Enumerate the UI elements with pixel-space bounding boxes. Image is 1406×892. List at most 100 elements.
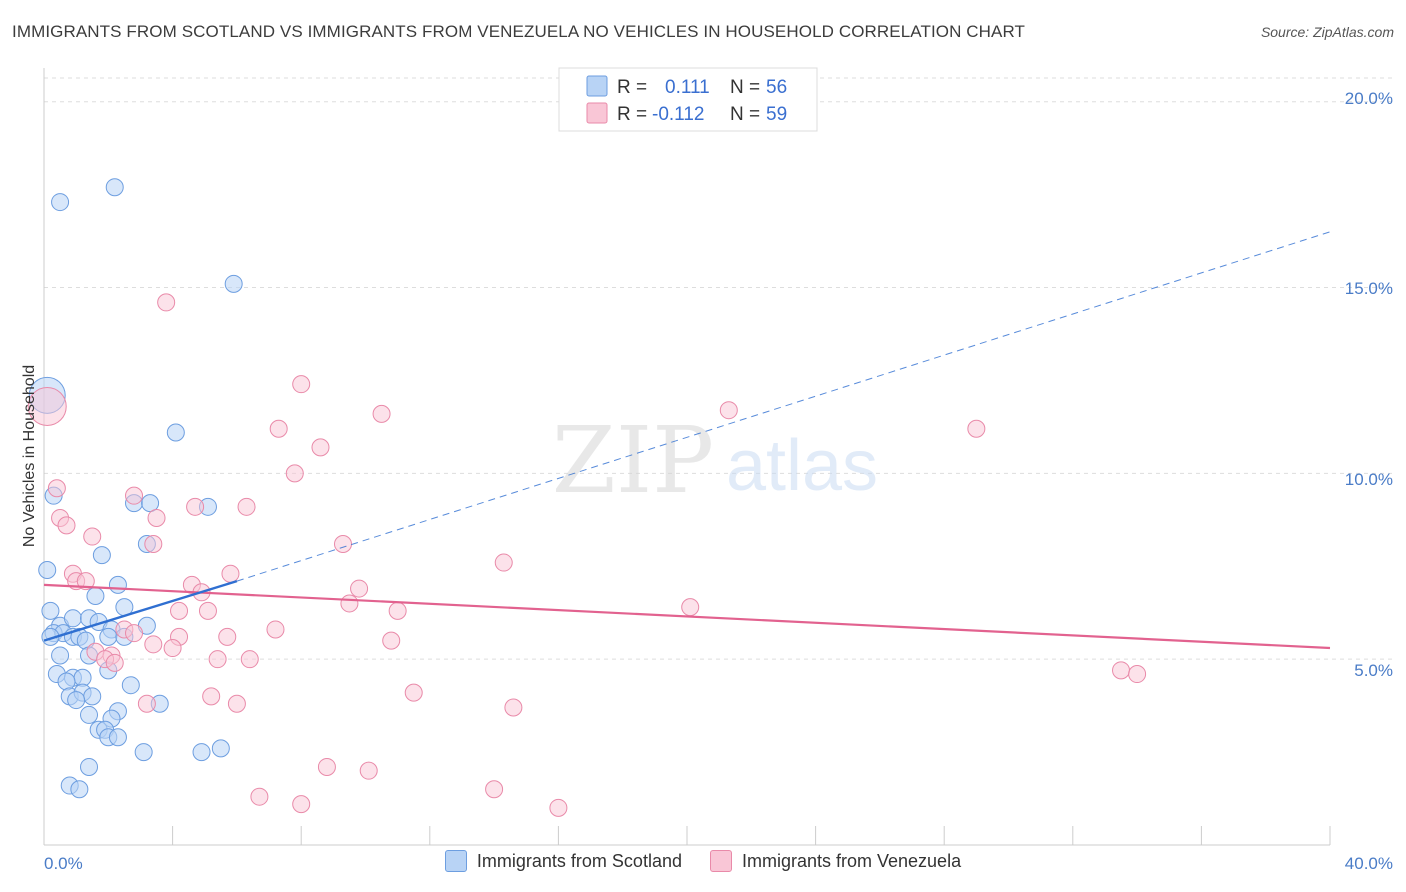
scotland-point <box>134 743 153 762</box>
venezuela-point <box>237 497 256 516</box>
venezuela-point <box>333 534 352 553</box>
scotland-point <box>211 739 230 758</box>
venezuela-point <box>350 579 369 598</box>
scotland-point <box>63 609 82 628</box>
venezuela-point <box>144 635 163 654</box>
watermark: ZIP atlas <box>552 407 878 514</box>
venezuela-trend-line <box>43 583 1331 650</box>
venezuela-point <box>27 386 67 426</box>
scotland-point <box>192 743 211 762</box>
scotland-point <box>108 575 127 594</box>
venezuela-point <box>292 795 311 814</box>
venezuela-point <box>404 683 423 702</box>
legend-swatch-venezuela <box>709 850 732 872</box>
venezuela-point <box>485 780 504 799</box>
series-scotland <box>28 178 243 799</box>
scotland-point <box>70 780 89 799</box>
scotland-point <box>38 560 57 579</box>
legend-r-label: R = <box>617 77 647 98</box>
legend-swatch-scotland <box>586 75 608 97</box>
scotland-point <box>105 178 124 197</box>
venezuela-point <box>1112 661 1131 680</box>
gridlines <box>44 77 1393 660</box>
legend-n-value-scotland: 56 <box>766 77 787 98</box>
venezuela-point <box>317 757 336 776</box>
y-tick-label: 15.0% <box>1345 279 1393 298</box>
venezuela-point <box>83 527 102 546</box>
venezuela-point <box>144 534 163 553</box>
venezuela-point <box>208 650 227 669</box>
scotland-trend-line <box>43 579 238 642</box>
scotland-point <box>99 627 118 646</box>
venezuela-point <box>76 572 95 591</box>
scotland-point <box>83 687 102 706</box>
venezuela-point <box>147 508 166 527</box>
scotland-point <box>51 193 70 212</box>
legend-n-value-venezuela: 59 <box>766 104 787 125</box>
venezuela-point <box>125 486 144 505</box>
series-venezuela <box>27 293 1147 817</box>
venezuela-point <box>218 627 237 646</box>
scotland-point <box>141 494 160 513</box>
scotland-point <box>80 757 99 776</box>
legend-label-scotland: Immigrants from Scotland <box>476 850 682 871</box>
series-legend: Immigrants from Scotland Immigrants from… <box>0 850 1406 872</box>
axes <box>43 68 1331 846</box>
y-tick-label: 5.0% <box>1354 661 1393 680</box>
venezuela-point <box>1128 665 1147 684</box>
venezuela-point <box>202 687 221 706</box>
legend-r-value-scotland: 0.111 <box>665 77 710 98</box>
trend-lines <box>43 231 1331 650</box>
scotland-point <box>121 676 140 695</box>
venezuela-point <box>266 620 285 639</box>
venezuela-point <box>359 761 378 780</box>
venezuela-point <box>57 516 76 535</box>
venezuela-point <box>186 497 205 516</box>
legend-label-venezuela: Immigrants from Venezuela <box>741 850 962 871</box>
venezuela-point <box>250 787 269 806</box>
venezuela-point <box>340 594 359 613</box>
scotland-point <box>108 728 127 747</box>
venezuela-point <box>681 598 700 617</box>
scotland-point <box>86 587 105 606</box>
x-tick-label-min: 0.0% <box>44 854 83 873</box>
legend-r-label: R = <box>617 104 647 125</box>
x-tick-label-max: 40.0% <box>1345 854 1393 873</box>
venezuela-point <box>494 553 513 572</box>
source-label: Source: ZipAtlas.com <box>1260 24 1394 40</box>
y-tick-label: 10.0% <box>1345 470 1393 489</box>
legend-swatch-scotland <box>444 850 467 872</box>
venezuela-point <box>285 464 304 483</box>
watermark-atlas: atlas <box>726 426 878 506</box>
venezuela-point <box>372 404 391 423</box>
chart-title: IMMIGRANTS FROM SCOTLAND VS IMMIGRANTS F… <box>12 22 1026 41</box>
stats-legend: R = 0.111 N = 56 R = -0.112 N = 59 <box>558 67 818 132</box>
venezuela-point <box>967 419 986 438</box>
venezuela-point <box>105 653 124 672</box>
legend-n-label: N = <box>730 104 760 125</box>
legend-r-value-venezuela: -0.112 <box>652 104 704 125</box>
scotland-trend-extension <box>236 231 1331 582</box>
venezuela-point <box>549 798 568 817</box>
watermark-zip: ZIP <box>552 407 714 514</box>
venezuela-point <box>137 694 156 713</box>
y-axis-title: No Vehicles in Household <box>21 365 38 547</box>
venezuela-point <box>240 650 259 669</box>
scotland-point <box>51 646 70 665</box>
venezuela-point <box>47 479 66 498</box>
venezuela-point <box>227 694 246 713</box>
scotland-point <box>92 546 111 565</box>
legend-n-label: N = <box>730 77 760 98</box>
venezuela-point <box>504 698 523 717</box>
scotland-point <box>67 691 86 710</box>
scotland-point <box>41 601 60 620</box>
legend-swatch-venezuela <box>586 102 608 124</box>
y-tick-label: 20.0% <box>1345 89 1393 108</box>
venezuela-point <box>163 639 182 658</box>
venezuela-point <box>292 375 311 394</box>
venezuela-point <box>269 419 288 438</box>
legend-item-venezuela: Immigrants from Venezuela <box>709 850 962 872</box>
venezuela-point <box>382 631 401 650</box>
scotland-point <box>224 274 243 293</box>
